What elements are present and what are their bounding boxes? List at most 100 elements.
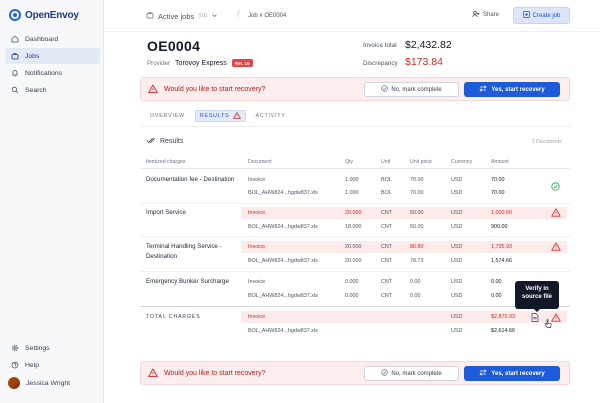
cell-document[interactable]: Invoice (248, 210, 266, 216)
cell-amount: 1,574.66 (491, 258, 512, 264)
cell-unit-price: 78.73 (410, 258, 424, 264)
mark-complete-button[interactable]: No, mark complete (364, 82, 459, 97)
logo-mark-icon (9, 9, 21, 21)
check-circle-icon (381, 85, 389, 94)
sidebar-item-label: Notifications (25, 69, 63, 77)
cell-unit-price: 50.00 (410, 210, 424, 216)
charge-name: Import Service (146, 209, 186, 216)
warning-icon[interactable] (551, 208, 561, 219)
column-header-qty: Qty (345, 159, 354, 165)
logo[interactable]: OpenEnvoy (9, 9, 79, 21)
briefcase-icon (146, 11, 154, 21)
tab-overview[interactable]: OVERVIEW (146, 110, 189, 122)
cell-amount: 70.00 (491, 190, 505, 196)
row-divider (140, 203, 570, 204)
mark-complete-label: No, mark complete (391, 370, 442, 377)
row-divider (140, 236, 570, 237)
cell-amount: $2,614.66 (491, 328, 515, 334)
banner-text: Would you like to start recovery? (164, 86, 266, 93)
document-icon[interactable] (531, 313, 539, 324)
create-job-label: Create job (532, 12, 561, 19)
search-icon (10, 86, 19, 95)
avatar (8, 377, 20, 389)
cell-amount: 0.00 (491, 279, 502, 285)
cell-currency: USD (451, 258, 463, 264)
status-badge: Ret. 15 (231, 59, 253, 67)
sidebar-bottom-nav: Settings Help (5, 340, 100, 374)
cell-qty: 1.000 (345, 190, 359, 196)
mark-complete-label: No, mark complete (391, 86, 442, 93)
invoice-total-value: $2,432.82 (405, 39, 452, 51)
share-label: Share (483, 12, 500, 18)
cell-currency: USD (451, 314, 463, 320)
cell-currency: USD (451, 190, 463, 196)
warning-icon (148, 368, 158, 380)
cell-document[interactable]: BOL_AHW824...hgdw837.xls (248, 190, 318, 196)
sidebar-item-label: Search (25, 86, 47, 94)
charge-name: Terminal Handling Service - Destination (146, 243, 222, 260)
create-job-button[interactable]: Create job (513, 7, 570, 24)
help-icon (10, 361, 19, 370)
banner-text: Would you like to start recovery? (164, 370, 266, 377)
warning-icon[interactable] (551, 313, 561, 324)
cell-qty: 20.000 (345, 210, 362, 216)
tab-label: ACTIVITY (255, 113, 286, 119)
cell-currency: USD (451, 177, 463, 183)
cell-currency: USD (451, 224, 463, 230)
column-header-charges: Itemized charges (146, 159, 186, 165)
warning-icon (232, 111, 241, 121)
cell-document[interactable]: Invoice (248, 279, 266, 285)
topbar: Active jobs (01) / Job # OE0004 Share Cr… (104, 0, 600, 32)
chevron-down-icon (211, 12, 218, 21)
provider-label: Provider (147, 59, 171, 67)
charge-name: Documentation fee - Destination (146, 176, 235, 183)
sidebar-item-settings[interactable]: Settings (5, 340, 100, 356)
cell-qty: 0.000 (345, 279, 359, 285)
cell-document[interactable]: BOL_AHW824...hgdw837.xls (248, 258, 318, 264)
bell-icon (10, 69, 19, 78)
table-header-divider (140, 168, 570, 169)
cell-currency: USD (451, 328, 463, 334)
cell-currency: USD (451, 293, 463, 299)
user-menu[interactable]: Jessica Wright (8, 377, 70, 389)
main-content: Active jobs (01) / Job # OE0004 Share Cr… (104, 0, 600, 403)
highlight-row (241, 241, 567, 253)
cell-document[interactable]: BOL_AHW824...hgdw837.xls (248, 224, 318, 230)
start-recovery-label: Yes, start recovery (491, 86, 545, 93)
share-button[interactable]: Share (472, 10, 499, 20)
cell-currency: USD (451, 244, 463, 250)
cell-currency: USD (451, 210, 463, 216)
sidebar-item-help[interactable]: Help (5, 357, 100, 373)
tabs-divider (140, 126, 570, 127)
tab-results[interactable]: RESULTS (194, 110, 246, 122)
cell-amount: $2,875.93 (491, 314, 515, 320)
sidebar-item-dashboard[interactable]: Dashboard (5, 31, 100, 47)
warning-icon[interactable] (551, 242, 561, 253)
sidebar-item-search[interactable]: Search (5, 82, 100, 98)
cell-unit: BOL (381, 190, 392, 196)
column-header-currency: Currency (451, 159, 473, 165)
cell-document[interactable]: Invoice (248, 314, 266, 320)
cell-document[interactable]: BOL_AHW824...hgdw837.xls (248, 293, 318, 299)
logo-text: OpenEnvoy (25, 9, 79, 21)
breadcrumb-label: Active jobs (158, 11, 195, 21)
sidebar-item-jobs[interactable]: Jobs (5, 48, 100, 64)
cell-document[interactable]: BOL_AHW824...hgdw837.xls (248, 328, 318, 334)
start-recovery-button[interactable]: Yes, start recovery (464, 82, 560, 97)
cell-unit: CNT (381, 258, 393, 264)
sidebar-item-label: Help (25, 361, 39, 369)
sidebar-item-notifications[interactable]: Notifications (5, 65, 100, 81)
tab-activity[interactable]: ACTIVITY (252, 110, 290, 122)
results-title: Results (160, 138, 184, 145)
cell-amount: 1,000.00 (491, 210, 512, 216)
cell-document[interactable]: Invoice (248, 244, 266, 250)
cell-qty: 18.000 (345, 224, 362, 230)
column-header-unit: Unit (381, 159, 391, 165)
cell-unit-price: 0.00 (410, 293, 421, 299)
mark-complete-button[interactable]: No, mark complete (364, 366, 459, 381)
swap-arrows-icon (479, 369, 487, 378)
column-header-document: Document (248, 159, 272, 165)
start-recovery-button[interactable]: Yes, start recovery (464, 366, 560, 381)
breadcrumb-active-jobs[interactable]: Active jobs (01) (146, 11, 218, 21)
cell-document[interactable]: Invoice (248, 177, 266, 183)
